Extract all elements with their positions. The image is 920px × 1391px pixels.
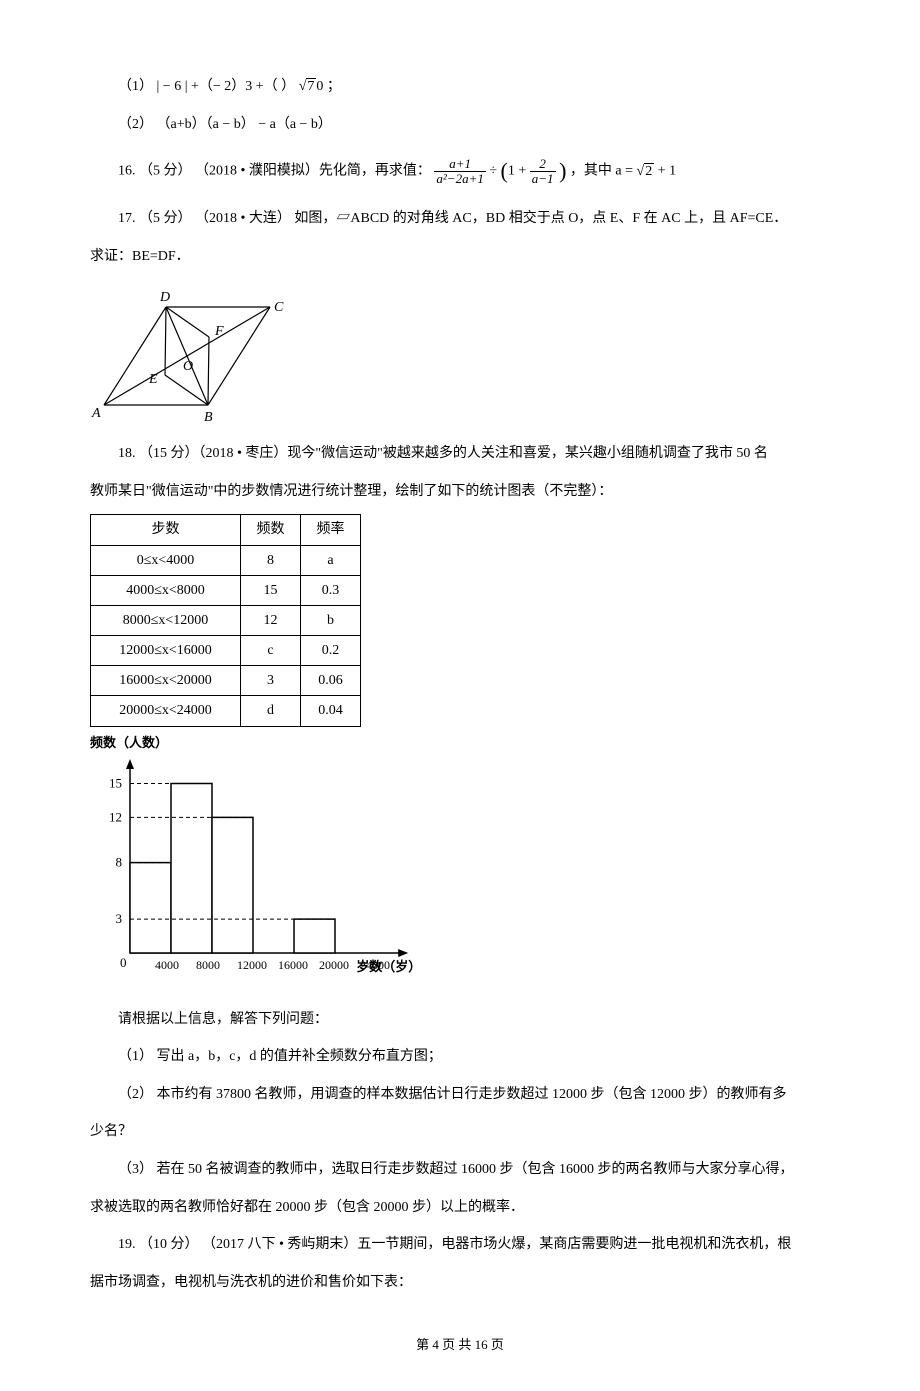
q17-line1: 17. （5 分） （2018 • 大连） 如图，▱ABCD 的对角线 AC，B… bbox=[90, 202, 830, 236]
table-cell: c bbox=[241, 636, 301, 666]
q15-sub1: （1） | − 6 | +（− 2）3 +（ ） 70 ； bbox=[90, 70, 830, 104]
table-cell: 12000≤x<16000 bbox=[91, 636, 241, 666]
svg-text:8000: 8000 bbox=[196, 958, 220, 972]
table-cell: 0.3 bbox=[301, 575, 361, 605]
q15-sub1-end: 0 ； bbox=[316, 79, 341, 94]
q16-frac2-num: 2 bbox=[530, 157, 556, 172]
svg-text:岁数（岁）: 岁数（岁） bbox=[356, 959, 421, 974]
q16-paren-text: 1 + bbox=[508, 164, 530, 179]
table-header: 步数 bbox=[91, 515, 241, 545]
q16-div: ÷ bbox=[489, 164, 500, 179]
q18-sub2: （2） 本市约有 37800 名教师，用调查的样本数据估计日行走步数超过 120… bbox=[90, 1078, 830, 1112]
svg-text:3: 3 bbox=[116, 911, 123, 926]
table-cell: 0.2 bbox=[301, 636, 361, 666]
svg-text:B: B bbox=[204, 410, 213, 423]
svg-text:E: E bbox=[148, 372, 158, 387]
table-cell: 0.04 bbox=[301, 696, 361, 726]
table-header: 频率 bbox=[301, 515, 361, 545]
paren-close: ) bbox=[559, 158, 566, 183]
page-number: 第 4 页 共 16 页 bbox=[90, 1329, 830, 1360]
table-cell: 16000≤x<20000 bbox=[91, 666, 241, 696]
table-cell: 8000≤x<12000 bbox=[91, 605, 241, 635]
q16-frac2-den: a−1 bbox=[530, 172, 556, 186]
histogram-chart: 频数（人数）3812150400080001200016000200002400… bbox=[90, 733, 430, 993]
table-cell: d bbox=[241, 696, 301, 726]
table-cell: 15 bbox=[241, 575, 301, 605]
svg-text:4000: 4000 bbox=[155, 958, 179, 972]
svg-text:频数（人数）: 频数（人数） bbox=[90, 735, 168, 750]
svg-text:20000: 20000 bbox=[319, 958, 349, 972]
table-row: 12000≤x<16000c0.2 bbox=[91, 636, 361, 666]
svg-text:16000: 16000 bbox=[278, 958, 308, 972]
parallelogram-diagram: A B C D E F O bbox=[90, 283, 290, 423]
q16-frac2: 2 a−1 bbox=[530, 157, 556, 187]
svg-text:8: 8 bbox=[116, 854, 123, 869]
q18-sub3: （3） 若在 50 名被调查的教师中，选取日行走步数超过 16000 步（包含 … bbox=[90, 1153, 830, 1187]
table-cell: 0≤x<4000 bbox=[91, 545, 241, 575]
q16-plus1: + 1 bbox=[658, 164, 676, 179]
table-cell: 12 bbox=[241, 605, 301, 635]
svg-text:15: 15 bbox=[109, 775, 122, 790]
q18-sub1: （1） 写出 a，b，c，d 的值并补全频数分布直方图； bbox=[90, 1040, 830, 1074]
q16-frac1-den: a²−2a+1 bbox=[434, 172, 485, 186]
q19-line1: 19. （10 分） （2017 八下 • 秀屿期末）五一节期间，电器市场火爆，… bbox=[90, 1228, 830, 1262]
q15-sqrt: 7 bbox=[306, 78, 316, 94]
table-cell: 8 bbox=[241, 545, 301, 575]
table-row: 20000≤x<24000d0.04 bbox=[91, 696, 361, 726]
q18-sub2b: 少名？ bbox=[90, 1115, 830, 1149]
svg-text:D: D bbox=[159, 290, 170, 305]
table-row: 8000≤x<1200012b bbox=[91, 605, 361, 635]
frequency-table: 步数频数频率0≤x<40008a4000≤x<8000150.38000≤x<1… bbox=[90, 514, 361, 726]
q16-sqrt: 2 bbox=[644, 163, 654, 179]
q18-after1: 请根据以上信息，解答下列问题： bbox=[90, 1003, 830, 1037]
q16-prefix: 16. （5 分） （2018 • 濮阳模拟）先化简，再求值： bbox=[118, 164, 431, 179]
svg-text:0: 0 bbox=[120, 955, 127, 970]
paren-open: ( bbox=[501, 158, 508, 183]
q16: 16. （5 分） （2018 • 濮阳模拟）先化简，再求值： a+1 a²−2… bbox=[90, 145, 830, 198]
table-cell: b bbox=[301, 605, 361, 635]
table-row: 4000≤x<8000150.3 bbox=[91, 575, 361, 605]
table-cell: 4000≤x<8000 bbox=[91, 575, 241, 605]
table-row: 0≤x<40008a bbox=[91, 545, 361, 575]
q17-line2: 求证：BE=DF． bbox=[90, 240, 830, 274]
table-row: 16000≤x<2000030.06 bbox=[91, 666, 361, 696]
table-cell: 3 bbox=[241, 666, 301, 696]
svg-text:C: C bbox=[274, 300, 284, 315]
svg-text:A: A bbox=[91, 406, 101, 421]
svg-text:12000: 12000 bbox=[237, 958, 267, 972]
q15-sub1-text: （1） | − 6 | +（− 2）3 +（ ） bbox=[118, 79, 295, 94]
svg-text:F: F bbox=[214, 324, 224, 339]
q16-where: ，其中 a = bbox=[570, 164, 637, 179]
table-cell: a bbox=[301, 545, 361, 575]
q18-sub3b: 求被选取的两名教师恰好都在 20000 步（包含 20000 步）以上的概率． bbox=[90, 1191, 830, 1225]
q16-frac1: a+1 a²−2a+1 bbox=[434, 157, 485, 187]
q18-line1: 18. （15 分）（2018 • 枣庄）现今"微信运动"被越来越多的人关注和喜… bbox=[90, 437, 830, 471]
svg-text:O: O bbox=[183, 359, 193, 374]
q19-line2: 据市场调查，电视机与洗衣机的进价和售价如下表： bbox=[90, 1266, 830, 1300]
q16-frac1-num: a+1 bbox=[434, 157, 485, 172]
svg-text:12: 12 bbox=[109, 809, 122, 824]
table-cell: 0.06 bbox=[301, 666, 361, 696]
table-header: 频数 bbox=[241, 515, 301, 545]
q18-line2: 教师某日"微信运动"中的步数情况进行统计整理，绘制了如下的统计图表（不完整）： bbox=[90, 475, 830, 509]
table-cell: 20000≤x<24000 bbox=[91, 696, 241, 726]
q15-sub2: （2） （a+b）（a − b） − a（a − b） bbox=[90, 108, 830, 142]
